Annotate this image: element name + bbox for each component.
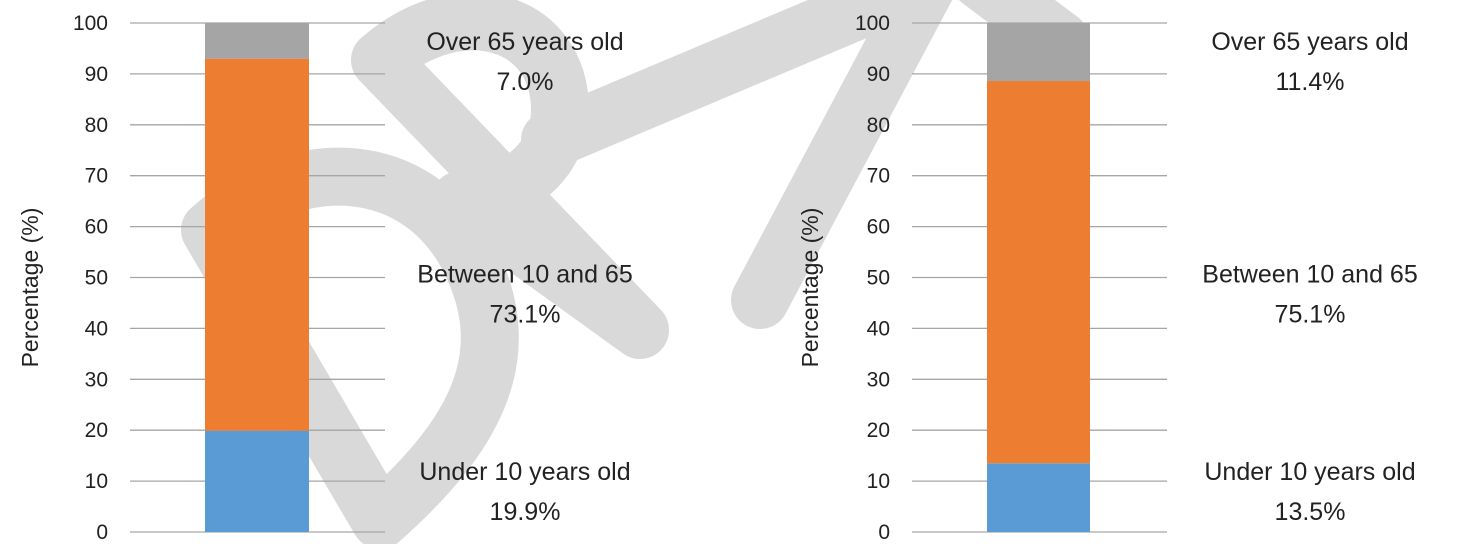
bar-segment xyxy=(205,58,309,431)
y-tick-label: 30 xyxy=(867,368,890,391)
chart-left: 0 10 20 30 40 50 60 70 80 90 100 Percentage (%) Unde… xyxy=(17,12,633,544)
y-tick-label: 100 xyxy=(855,12,890,35)
y-tick-label: 30 xyxy=(85,368,108,391)
y-tick-label: 0 xyxy=(96,521,108,544)
y-tick-label: 10 xyxy=(867,470,890,493)
watermark-stroke xyxy=(521,0,953,329)
y-tick-label: 20 xyxy=(85,419,108,442)
draft-watermark: DRAFT xyxy=(181,0,1089,549)
segment-name-label: Between 10 and 65 xyxy=(417,261,632,289)
y-tick-label: 90 xyxy=(867,63,890,86)
segment-name-label: Between 10 and 65 xyxy=(1202,261,1417,289)
y-tick-label: 40 xyxy=(867,317,890,340)
segment-value-label: 7.0% xyxy=(497,68,554,96)
y-tick-label: 80 xyxy=(85,114,108,137)
y-tick-label: 50 xyxy=(867,267,890,290)
watermark-stroke xyxy=(351,0,669,359)
y-tick-label: 60 xyxy=(85,216,108,239)
y-axis-label: Percentage (%) xyxy=(797,208,823,368)
bar-segment xyxy=(987,23,1090,82)
chart-right: 0 10 20 30 40 50 60 70 80 90 100 Percentage (%) Unde… xyxy=(797,12,1418,544)
segment-value-label: 75.1% xyxy=(1275,301,1346,329)
bar-segment xyxy=(205,23,309,59)
y-tick-label: 40 xyxy=(85,317,108,340)
y-tick-label: 70 xyxy=(85,165,108,188)
bar-segment xyxy=(987,463,1090,532)
bar-segment xyxy=(987,81,1090,464)
y-tick-label: 100 xyxy=(73,12,108,35)
y-tick-label: 20 xyxy=(867,419,890,442)
y-tick-label: 0 xyxy=(878,521,890,544)
segment-name-label: Under 10 years old xyxy=(419,458,630,486)
segment-value-label: 13.5% xyxy=(1275,498,1346,526)
y-axis-label: Percentage (%) xyxy=(17,208,43,368)
segment-name-label: Under 10 years old xyxy=(1204,458,1415,486)
y-tick-label: 50 xyxy=(85,267,108,290)
segment-name-label: Over 65 years old xyxy=(1211,28,1408,56)
y-tick-label: 70 xyxy=(867,165,890,188)
segment-value-label: 19.9% xyxy=(490,498,561,526)
segment-value-label: 73.1% xyxy=(490,301,561,329)
y-tick-label: 10 xyxy=(85,470,108,493)
segment-name-label: Over 65 years old xyxy=(426,28,623,56)
y-tick-label: 80 xyxy=(867,114,890,137)
y-tick-label: 90 xyxy=(85,63,108,86)
y-tick-label: 60 xyxy=(867,216,890,239)
segment-value-label: 11.4% xyxy=(1275,68,1344,96)
bar-segment xyxy=(205,430,309,532)
